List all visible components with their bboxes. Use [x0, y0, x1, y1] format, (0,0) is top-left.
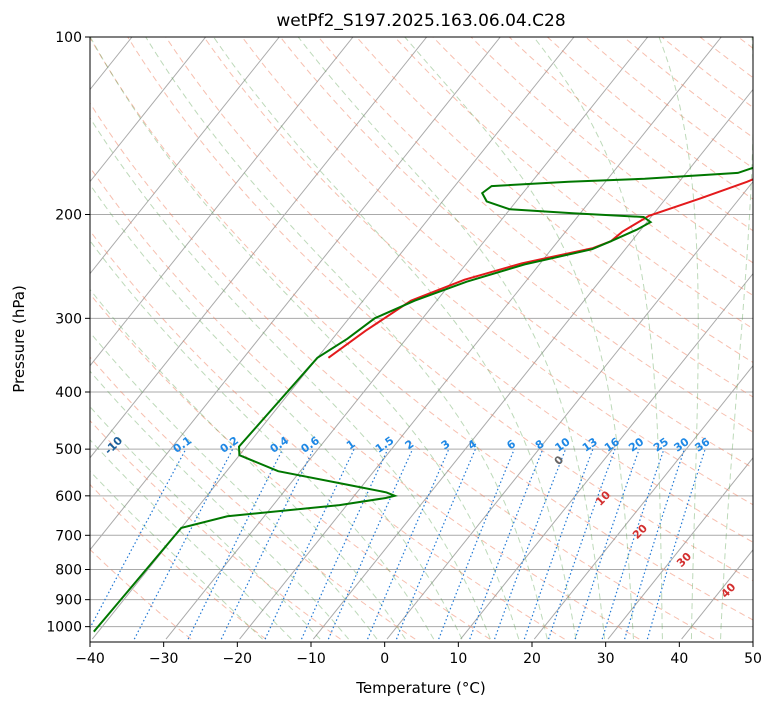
y-tick-label: 200 [55, 208, 82, 224]
temperature-line [327, 178, 753, 359]
isotherm-line [90, 37, 501, 551]
isotherm-line [90, 37, 428, 459]
isotherm-line [533, 364, 753, 640]
y-tick-label: 1000 [46, 620, 82, 636]
y-tick-label: 300 [55, 311, 82, 327]
mixing-ratio-line [133, 448, 234, 640]
moist-adiabat-line [90, 370, 349, 640]
dry-adiabat-line [203, 37, 753, 506]
moist-adiabat-line [90, 117, 491, 640]
background-lines [90, 37, 753, 640]
isotherm-line [460, 272, 753, 640]
mixing-ratio-line [624, 448, 685, 640]
x-tick-label: 0 [380, 651, 389, 667]
moist-adiabat-line [90, 239, 435, 640]
x-tick-label: −20 [223, 651, 253, 667]
dry-adiabat-line [394, 37, 753, 330]
y-tick-label: 600 [55, 489, 82, 505]
moist-adiabat-line [90, 331, 378, 640]
moist-adiabat-line [404, 37, 634, 640]
isotherm-line [239, 37, 722, 640]
moist-adiabat-line [90, 439, 292, 640]
mixing-ratio-line [367, 448, 450, 640]
moist-adiabat-line [533, 37, 663, 640]
dry-adiabat-line [127, 37, 753, 582]
y-tick-label: 400 [55, 385, 82, 401]
y-tick-label: 700 [55, 528, 82, 544]
moist-adiabat-line [213, 37, 577, 640]
y-axis-title: Pressure (hPa) [10, 285, 28, 393]
x-tick-label: 50 [744, 651, 762, 667]
isotherm-line [90, 37, 354, 367]
mixing-ratio-line [395, 448, 476, 640]
moist-adiabat-line [658, 37, 699, 640]
mixing-ratio-line [327, 448, 414, 640]
dry-adiabat-line [90, 293, 491, 640]
mixing-ratio-line [469, 448, 544, 640]
y-tick-label: 900 [55, 593, 82, 609]
moist-adiabat-line [145, 37, 548, 640]
x-tick-label: 40 [670, 651, 688, 667]
dry-adiabat-line [165, 37, 753, 543]
isotherm-line [607, 457, 753, 640]
isotherm-line [386, 180, 753, 640]
mixing-ratio-line [601, 448, 665, 640]
x-tick-label: −40 [75, 651, 105, 667]
chart-title: wetPf2_S197.2025.163.06.04.C28 [276, 11, 565, 31]
dry-adiabat-line [90, 356, 416, 640]
y-axis-ticks: 100 200 300 400 500 600 700 800 900 1000 [46, 30, 90, 636]
mixing-ratio-line [646, 448, 706, 640]
x-tick-label: −10 [296, 651, 326, 667]
grid-layer [90, 37, 753, 640]
plot-frame [89, 36, 754, 643]
dry-adiabat-line [90, 37, 753, 621]
dry-adiabat-line [356, 37, 753, 364]
x-axis-title: Temperature (°C) [355, 679, 485, 697]
y-tick-label: 800 [55, 563, 82, 579]
x-tick-label: −30 [149, 651, 179, 667]
y-tick-label: 100 [55, 30, 82, 46]
isotherm-line [90, 37, 280, 275]
dry-adiabat-line [90, 230, 565, 640]
isotherm-line [90, 37, 207, 183]
dry-adiabat-line [90, 419, 341, 640]
moist-adiabat-line [720, 37, 753, 640]
moist-adiabat-line [90, 37, 520, 640]
mixing-ratio-line [300, 448, 389, 640]
dewpoint-line [93, 166, 753, 633]
moist-adiabat-line [90, 288, 406, 640]
x-axis-ticks: −40 −30 −20 −10 0 10 20 30 40 50 [75, 642, 762, 667]
profile-series [93, 166, 753, 633]
dry-adiabat-line [90, 548, 192, 640]
mixing-ratio-line [574, 448, 640, 640]
dry-adiabat-line [90, 102, 715, 640]
moist-adiabat-line [90, 470, 263, 640]
mixing-ratio-line [438, 448, 515, 640]
mixing-ratio-line [494, 448, 567, 640]
x-tick-label: 30 [597, 651, 615, 667]
isotherm-line [165, 37, 649, 640]
x-tick-label: 10 [449, 651, 467, 667]
x-tick-label: 20 [523, 651, 541, 667]
y-tick-label: 500 [55, 442, 82, 458]
mixing-ratio-line [548, 448, 616, 640]
dry-adiabat-line [90, 166, 640, 640]
moist-adiabat-line [297, 37, 606, 640]
dry-adiabat-line [318, 37, 753, 398]
mixing-ratio-line [523, 448, 594, 640]
